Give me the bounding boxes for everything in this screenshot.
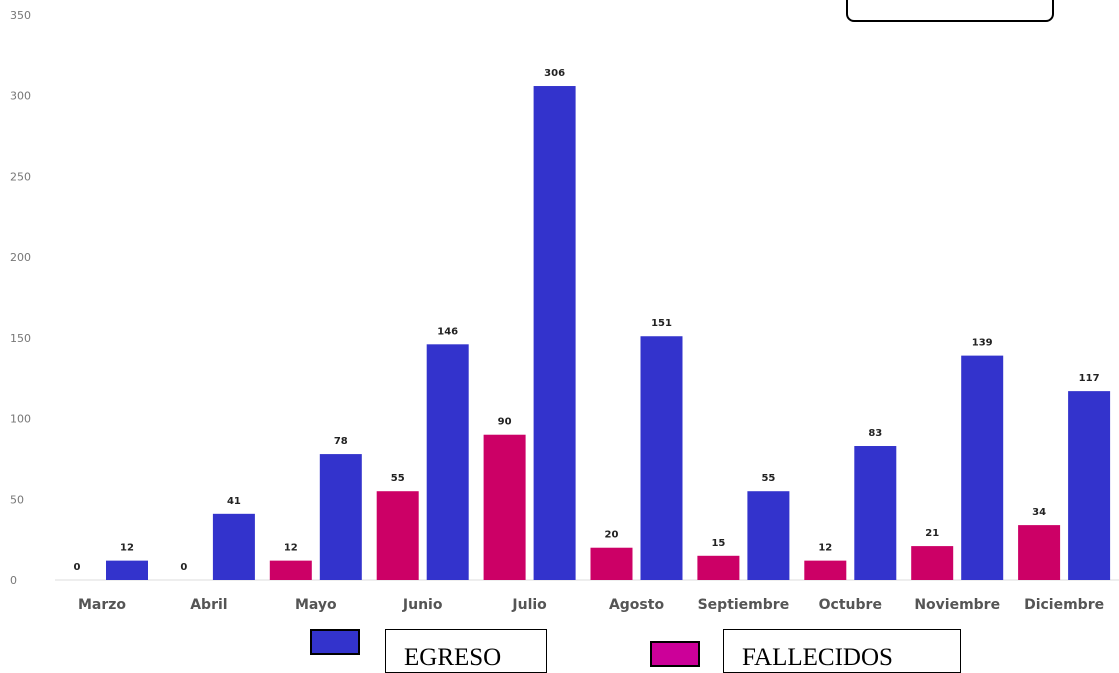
x-axis: Marzo Abril Mayo Junio Julio Agosto Septiembre… <box>78 597 1104 613</box>
bar-fallecidos <box>483 434 526 580</box>
bar-fallecidos <box>269 560 312 580</box>
data-label: 21 <box>925 528 939 539</box>
bar-egreso <box>1068 391 1111 580</box>
x-tick-label: Diciembre <box>1024 597 1104 613</box>
x-tick-label: Octubre <box>819 597 882 613</box>
x-tick-label: Junio <box>402 597 443 613</box>
x-tick-label: Agosto <box>609 597 665 613</box>
bar-fallecidos <box>1018 525 1061 580</box>
empty-text-box <box>846 0 1054 22</box>
data-label: 90 <box>498 417 512 428</box>
bar-fallecidos <box>376 491 419 580</box>
legend-label-fallecidos: FALLECIDOS <box>723 629 961 673</box>
y-tick-label: 100 <box>10 413 31 426</box>
bar-egreso <box>212 513 255 580</box>
data-label: 146 <box>437 326 458 337</box>
y-tick-label: 0 <box>10 574 17 587</box>
data-label: 117 <box>1079 373 1100 384</box>
data-label: 139 <box>972 338 993 349</box>
data-label: 41 <box>227 496 241 507</box>
data-label: 0 <box>74 562 81 573</box>
bar-egreso <box>426 344 469 580</box>
y-tick-label: 200 <box>10 251 31 264</box>
y-tick-label: 50 <box>10 493 24 506</box>
bar-egreso <box>533 86 576 581</box>
data-label: 0 <box>180 562 187 573</box>
bar-egreso <box>854 446 897 580</box>
bar-fallecidos <box>804 560 847 580</box>
data-label: 12 <box>284 543 298 554</box>
y-tick-label: 350 <box>10 9 31 22</box>
legend-swatch-fallecidos <box>650 641 700 667</box>
data-label: 78 <box>334 436 348 447</box>
data-label: 55 <box>761 473 775 484</box>
data-label: 12 <box>818 543 832 554</box>
data-label: 15 <box>711 538 725 549</box>
data-label: 151 <box>651 318 672 329</box>
y-tick-label: 250 <box>10 170 31 183</box>
bars-group: 0 12 0 41 12 78 55 146 90 306 20 151 15 55 12 83 21 139 34… <box>74 68 1111 581</box>
y-tick-label: 300 <box>10 90 31 103</box>
data-label: 34 <box>1032 507 1046 518</box>
legend-label-egreso: EGRESO <box>385 629 547 673</box>
x-tick-label: Julio <box>511 597 547 613</box>
x-tick-label: Marzo <box>78 597 126 613</box>
bar-egreso <box>319 454 362 580</box>
y-axis: 0 50 100 150 200 250 300 350 <box>10 9 31 587</box>
x-tick-label: Septiembre <box>698 597 790 613</box>
bar-fallecidos <box>697 555 740 580</box>
data-label: 20 <box>605 530 619 541</box>
x-tick-label: Abril <box>190 597 227 613</box>
bar-fallecidos <box>590 547 633 580</box>
legend-swatch-egreso <box>310 629 360 655</box>
bar-egreso <box>747 491 790 580</box>
x-tick-label: Noviembre <box>914 597 1000 613</box>
y-tick-label: 150 <box>10 332 31 345</box>
bar-egreso <box>106 560 148 580</box>
data-label: 83 <box>868 428 882 439</box>
data-label: 55 <box>391 473 405 484</box>
bar-fallecidos <box>911 546 954 580</box>
data-label: 306 <box>544 68 565 79</box>
bar-egreso <box>961 355 1004 580</box>
data-label: 12 <box>120 543 134 554</box>
x-tick-label: Mayo <box>295 597 337 613</box>
bar-egreso <box>640 336 683 580</box>
